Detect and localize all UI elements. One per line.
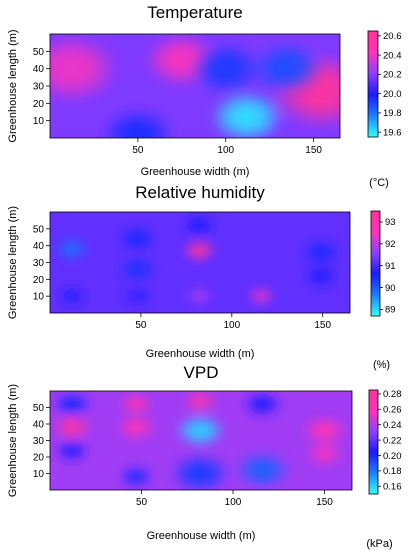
heatmap-hotspot bbox=[116, 414, 156, 441]
heatmap-hotspot bbox=[119, 393, 153, 416]
x-tick-label: 100 bbox=[223, 320, 240, 331]
colorbar-tick-label: 89 bbox=[385, 305, 396, 316]
x-axis-label: Greenhouse width (m) bbox=[141, 166, 250, 178]
colorbar-tick-label: 90 bbox=[385, 283, 396, 294]
colorbar-tick-label: 92 bbox=[385, 239, 396, 250]
heatmap-hotspot bbox=[185, 286, 213, 306]
heatmap-hotspot bbox=[52, 391, 92, 417]
heatmap-hotspot bbox=[182, 214, 216, 237]
heatmap-hotspot bbox=[55, 237, 89, 261]
colorbar-tick-label: 0.20 bbox=[383, 451, 402, 462]
colorbar-gradient bbox=[368, 389, 379, 495]
heatmap-field bbox=[50, 34, 340, 138]
colorbar-tick-label: 0.22 bbox=[383, 435, 402, 446]
panel-title: Temperature bbox=[147, 3, 242, 22]
heatmap-hotspot bbox=[175, 414, 225, 447]
heatmap-hotspot bbox=[55, 439, 89, 462]
colorbar-tick-label: 0.18 bbox=[383, 466, 402, 477]
colorbar-tick-label: 20.0 bbox=[383, 89, 402, 100]
colorbar-tick-label: 91 bbox=[385, 261, 396, 272]
heatmap-hotspot bbox=[301, 239, 340, 266]
panel-vpd: VPD 50 100 150 10 20 30 40 50 Greenhouse width (m… bbox=[7, 363, 402, 550]
x-axis-label: Greenhouse width (m) bbox=[146, 348, 255, 360]
x-tick-label: 50 bbox=[132, 145, 144, 156]
x-tick-label: 150 bbox=[316, 497, 333, 508]
colorbar-unit-label: (%) bbox=[373, 359, 390, 371]
x-axis-label: Greenhouse width (m) bbox=[147, 530, 256, 542]
y-axis-label: Greenhouse length (m) bbox=[7, 384, 19, 497]
heatmap-hotspot bbox=[182, 239, 216, 262]
heatmap-hotspot bbox=[188, 41, 263, 96]
colorbar: 89 90 91 92 93 (%) bbox=[370, 210, 396, 371]
heatmap-hotspot bbox=[243, 391, 282, 417]
y-axis-label: Greenhouse length (m) bbox=[7, 29, 19, 142]
y-tick-label: 30 bbox=[33, 436, 45, 447]
heatmap-hotspot bbox=[234, 452, 290, 489]
panel-title: VPD bbox=[184, 363, 219, 382]
heatmap-hotspot bbox=[305, 440, 344, 467]
panel-temperature: Temperature 50 100 150 10 20 30 40 50 Greenhouse … bbox=[7, 3, 402, 189]
y-tick-label: 10 bbox=[33, 469, 45, 480]
colorbar-tick-label: 0.16 bbox=[383, 482, 402, 493]
y-tick-label: 50 bbox=[33, 47, 45, 58]
y-axis-label: Greenhouse length (m) bbox=[7, 206, 19, 319]
heatmap-field bbox=[50, 212, 350, 313]
heatmap-hotspot bbox=[58, 286, 86, 306]
heatmap-hotspot bbox=[119, 465, 153, 488]
colorbar-tick-label: 20.4 bbox=[383, 50, 402, 61]
heatmap-field bbox=[50, 391, 352, 490]
x-tick-label: 50 bbox=[136, 497, 148, 508]
colorbar-gradient bbox=[370, 210, 381, 317]
colorbar-tick-label: 20.2 bbox=[383, 70, 402, 81]
y-tick-label: 20 bbox=[33, 453, 45, 464]
heatmap-hotspot bbox=[169, 453, 231, 490]
y-tick-label: 40 bbox=[33, 420, 45, 431]
y-tick-label: 20 bbox=[33, 275, 45, 286]
x-tick-label: 150 bbox=[305, 145, 322, 156]
colorbar-tick-label: 93 bbox=[385, 217, 396, 228]
heatmap-hotspot bbox=[247, 286, 275, 306]
y-tick-label: 20 bbox=[33, 99, 45, 110]
y-tick-label: 40 bbox=[33, 64, 45, 75]
y-tick-label: 10 bbox=[33, 292, 45, 303]
heatmap-hotspot bbox=[302, 416, 347, 446]
colorbar-tick-label: 0.26 bbox=[383, 405, 402, 416]
colorbar: 0.16 0.18 0.20 0.22 0.24 0.26 0.28 (kPa) bbox=[366, 389, 401, 550]
colorbar-tick-label: 0.24 bbox=[383, 420, 402, 431]
colorbar: 19.6 19.8 20.0 20.2 20.4 20.6 (°C) bbox=[367, 30, 402, 189]
y-tick-label: 30 bbox=[33, 258, 45, 269]
colorbar-tick-label: 20.6 bbox=[383, 31, 402, 42]
heatmap-hotspot bbox=[52, 414, 92, 441]
heatmap-hotspot bbox=[120, 285, 154, 308]
heatmap-hotspot bbox=[183, 391, 217, 412]
panel-relative-humidity: Relative humidity 50 100 150 10 20 30 40 50 Green… bbox=[7, 183, 396, 371]
colorbar-unit-label: (kPa) bbox=[366, 538, 392, 550]
x-tick-label: 100 bbox=[225, 497, 242, 508]
x-tick-label: 100 bbox=[217, 145, 234, 156]
y-tick-label: 30 bbox=[33, 82, 45, 93]
x-tick-label: 50 bbox=[135, 320, 147, 331]
colorbar-tick-label: 19.6 bbox=[383, 127, 402, 138]
heatmap-hotspot bbox=[209, 90, 284, 138]
heatmap-hotspot bbox=[118, 225, 157, 252]
panel-title: Relative humidity bbox=[135, 183, 265, 202]
heatmap-hotspot bbox=[304, 264, 338, 288]
y-tick-label: 40 bbox=[33, 241, 45, 252]
x-tick-label: 150 bbox=[314, 320, 331, 331]
colorbar-tick-label: 0.28 bbox=[383, 389, 402, 400]
y-tick-label: 50 bbox=[33, 403, 45, 414]
colorbar-gradient bbox=[367, 30, 379, 138]
heatmap-hotspot bbox=[100, 107, 175, 138]
y-tick-label: 10 bbox=[33, 116, 45, 127]
heatmap-hotspot bbox=[250, 41, 325, 96]
y-tick-label: 50 bbox=[33, 224, 45, 235]
colorbar-unit-label: (°C) bbox=[369, 177, 389, 189]
heatmap-hotspot bbox=[50, 34, 119, 103]
heatmap-hotspot bbox=[118, 256, 157, 283]
colorbar-tick-label: 19.8 bbox=[383, 108, 402, 119]
